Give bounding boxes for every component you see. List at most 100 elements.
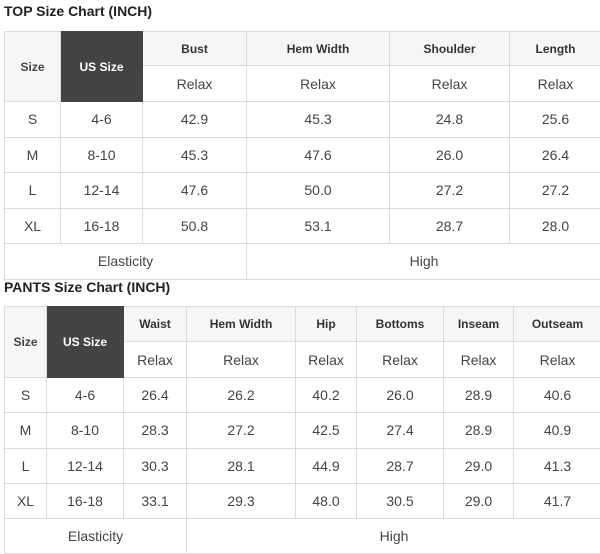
column-header: Bust [143, 32, 247, 66]
value-cell: 40.9 [514, 413, 600, 448]
fit-cell: Relax [143, 66, 247, 102]
value-cell: 28.9 [444, 378, 514, 413]
value-cell: 27.2 [390, 173, 510, 209]
column-header: Hip [296, 307, 357, 342]
value-cell: 47.6 [143, 173, 247, 209]
fit-cell: Relax [514, 342, 600, 378]
value-cell: 29.3 [187, 483, 296, 518]
pants-chart-title: PANTS Size Chart (INCH) [4, 279, 170, 295]
column-header: Length [510, 32, 600, 66]
size-cell: M [5, 413, 47, 448]
us-size-cell: 8-10 [61, 137, 143, 173]
value-cell: 28.7 [357, 448, 444, 483]
value-cell: 53.1 [247, 208, 390, 244]
us-size-cell: 4-6 [61, 102, 143, 138]
fit-cell: Relax [510, 66, 600, 102]
size-cell: S [5, 102, 61, 138]
us-size-cell: 12-14 [61, 173, 143, 209]
value-cell: 41.7 [514, 483, 600, 518]
fit-cell: Relax [124, 342, 187, 378]
value-cell: 28.1 [187, 448, 296, 483]
value-cell: 26.4 [124, 378, 187, 413]
column-header: Waist [124, 307, 187, 342]
value-cell: 27.2 [187, 413, 296, 448]
value-cell: 42.5 [296, 413, 357, 448]
column-header: Bottoms [357, 307, 444, 342]
value-cell: 40.2 [296, 378, 357, 413]
us-size-cell: 16-18 [61, 208, 143, 244]
fit-cell: Relax [187, 342, 296, 378]
value-cell: 27.2 [510, 173, 600, 209]
fit-cell: Relax [296, 342, 357, 378]
fit-cell: Relax [390, 66, 510, 102]
size-cell: L [5, 448, 47, 483]
column-header: Outseam [514, 307, 600, 342]
value-cell: 26.4 [510, 137, 600, 173]
value-cell: 29.0 [444, 448, 514, 483]
value-cell: 42.9 [143, 102, 247, 138]
value-cell: 45.3 [143, 137, 247, 173]
fit-cell: Relax [357, 342, 444, 378]
size-header: Size [5, 32, 61, 102]
value-cell: 40.6 [514, 378, 600, 413]
value-cell: 24.8 [390, 102, 510, 138]
us-size-header: US Size [47, 307, 124, 378]
size-cell: M [5, 137, 61, 173]
value-cell: 30.3 [124, 448, 187, 483]
value-cell: 28.3 [124, 413, 187, 448]
elasticity-label: Elasticity [5, 244, 247, 280]
column-header: Inseam [444, 307, 514, 342]
value-cell: 50.0 [247, 173, 390, 209]
size-cell: L [5, 173, 61, 209]
value-cell: 50.8 [143, 208, 247, 244]
us-size-cell: 16-18 [47, 483, 124, 518]
us-size-header: US Size [61, 32, 143, 102]
column-header: Hem Width [247, 32, 390, 66]
value-cell: 26.2 [187, 378, 296, 413]
size-cell: S [5, 378, 47, 413]
value-cell: 30.5 [357, 483, 444, 518]
value-cell: 44.9 [296, 448, 357, 483]
fit-cell: Relax [247, 66, 390, 102]
value-cell: 47.6 [247, 137, 390, 173]
value-cell: 28.7 [390, 208, 510, 244]
column-header: Shoulder [390, 32, 510, 66]
value-cell: 25.6 [510, 102, 600, 138]
value-cell: 27.4 [357, 413, 444, 448]
size-header: Size [5, 307, 47, 378]
us-size-cell: 12-14 [47, 448, 124, 483]
fit-cell: Relax [444, 342, 514, 378]
us-size-cell: 8-10 [47, 413, 124, 448]
size-cell: XL [5, 483, 47, 518]
value-cell: 45.3 [247, 102, 390, 138]
value-cell: 28.0 [510, 208, 600, 244]
value-cell: 29.0 [444, 483, 514, 518]
us-size-cell: 4-6 [47, 378, 124, 413]
size-cell: XL [5, 208, 61, 244]
value-cell: 26.0 [357, 378, 444, 413]
value-cell: 41.3 [514, 448, 600, 483]
top-chart-title: TOP Size Chart (INCH) [4, 3, 152, 19]
value-cell: 33.1 [124, 483, 187, 518]
elasticity-label: Elasticity [5, 519, 187, 554]
elasticity-value: High [187, 519, 600, 554]
column-header: Hem Width [187, 307, 296, 342]
value-cell: 48.0 [296, 483, 357, 518]
elasticity-value: High [247, 244, 600, 280]
value-cell: 26.0 [390, 137, 510, 173]
value-cell: 28.9 [444, 413, 514, 448]
